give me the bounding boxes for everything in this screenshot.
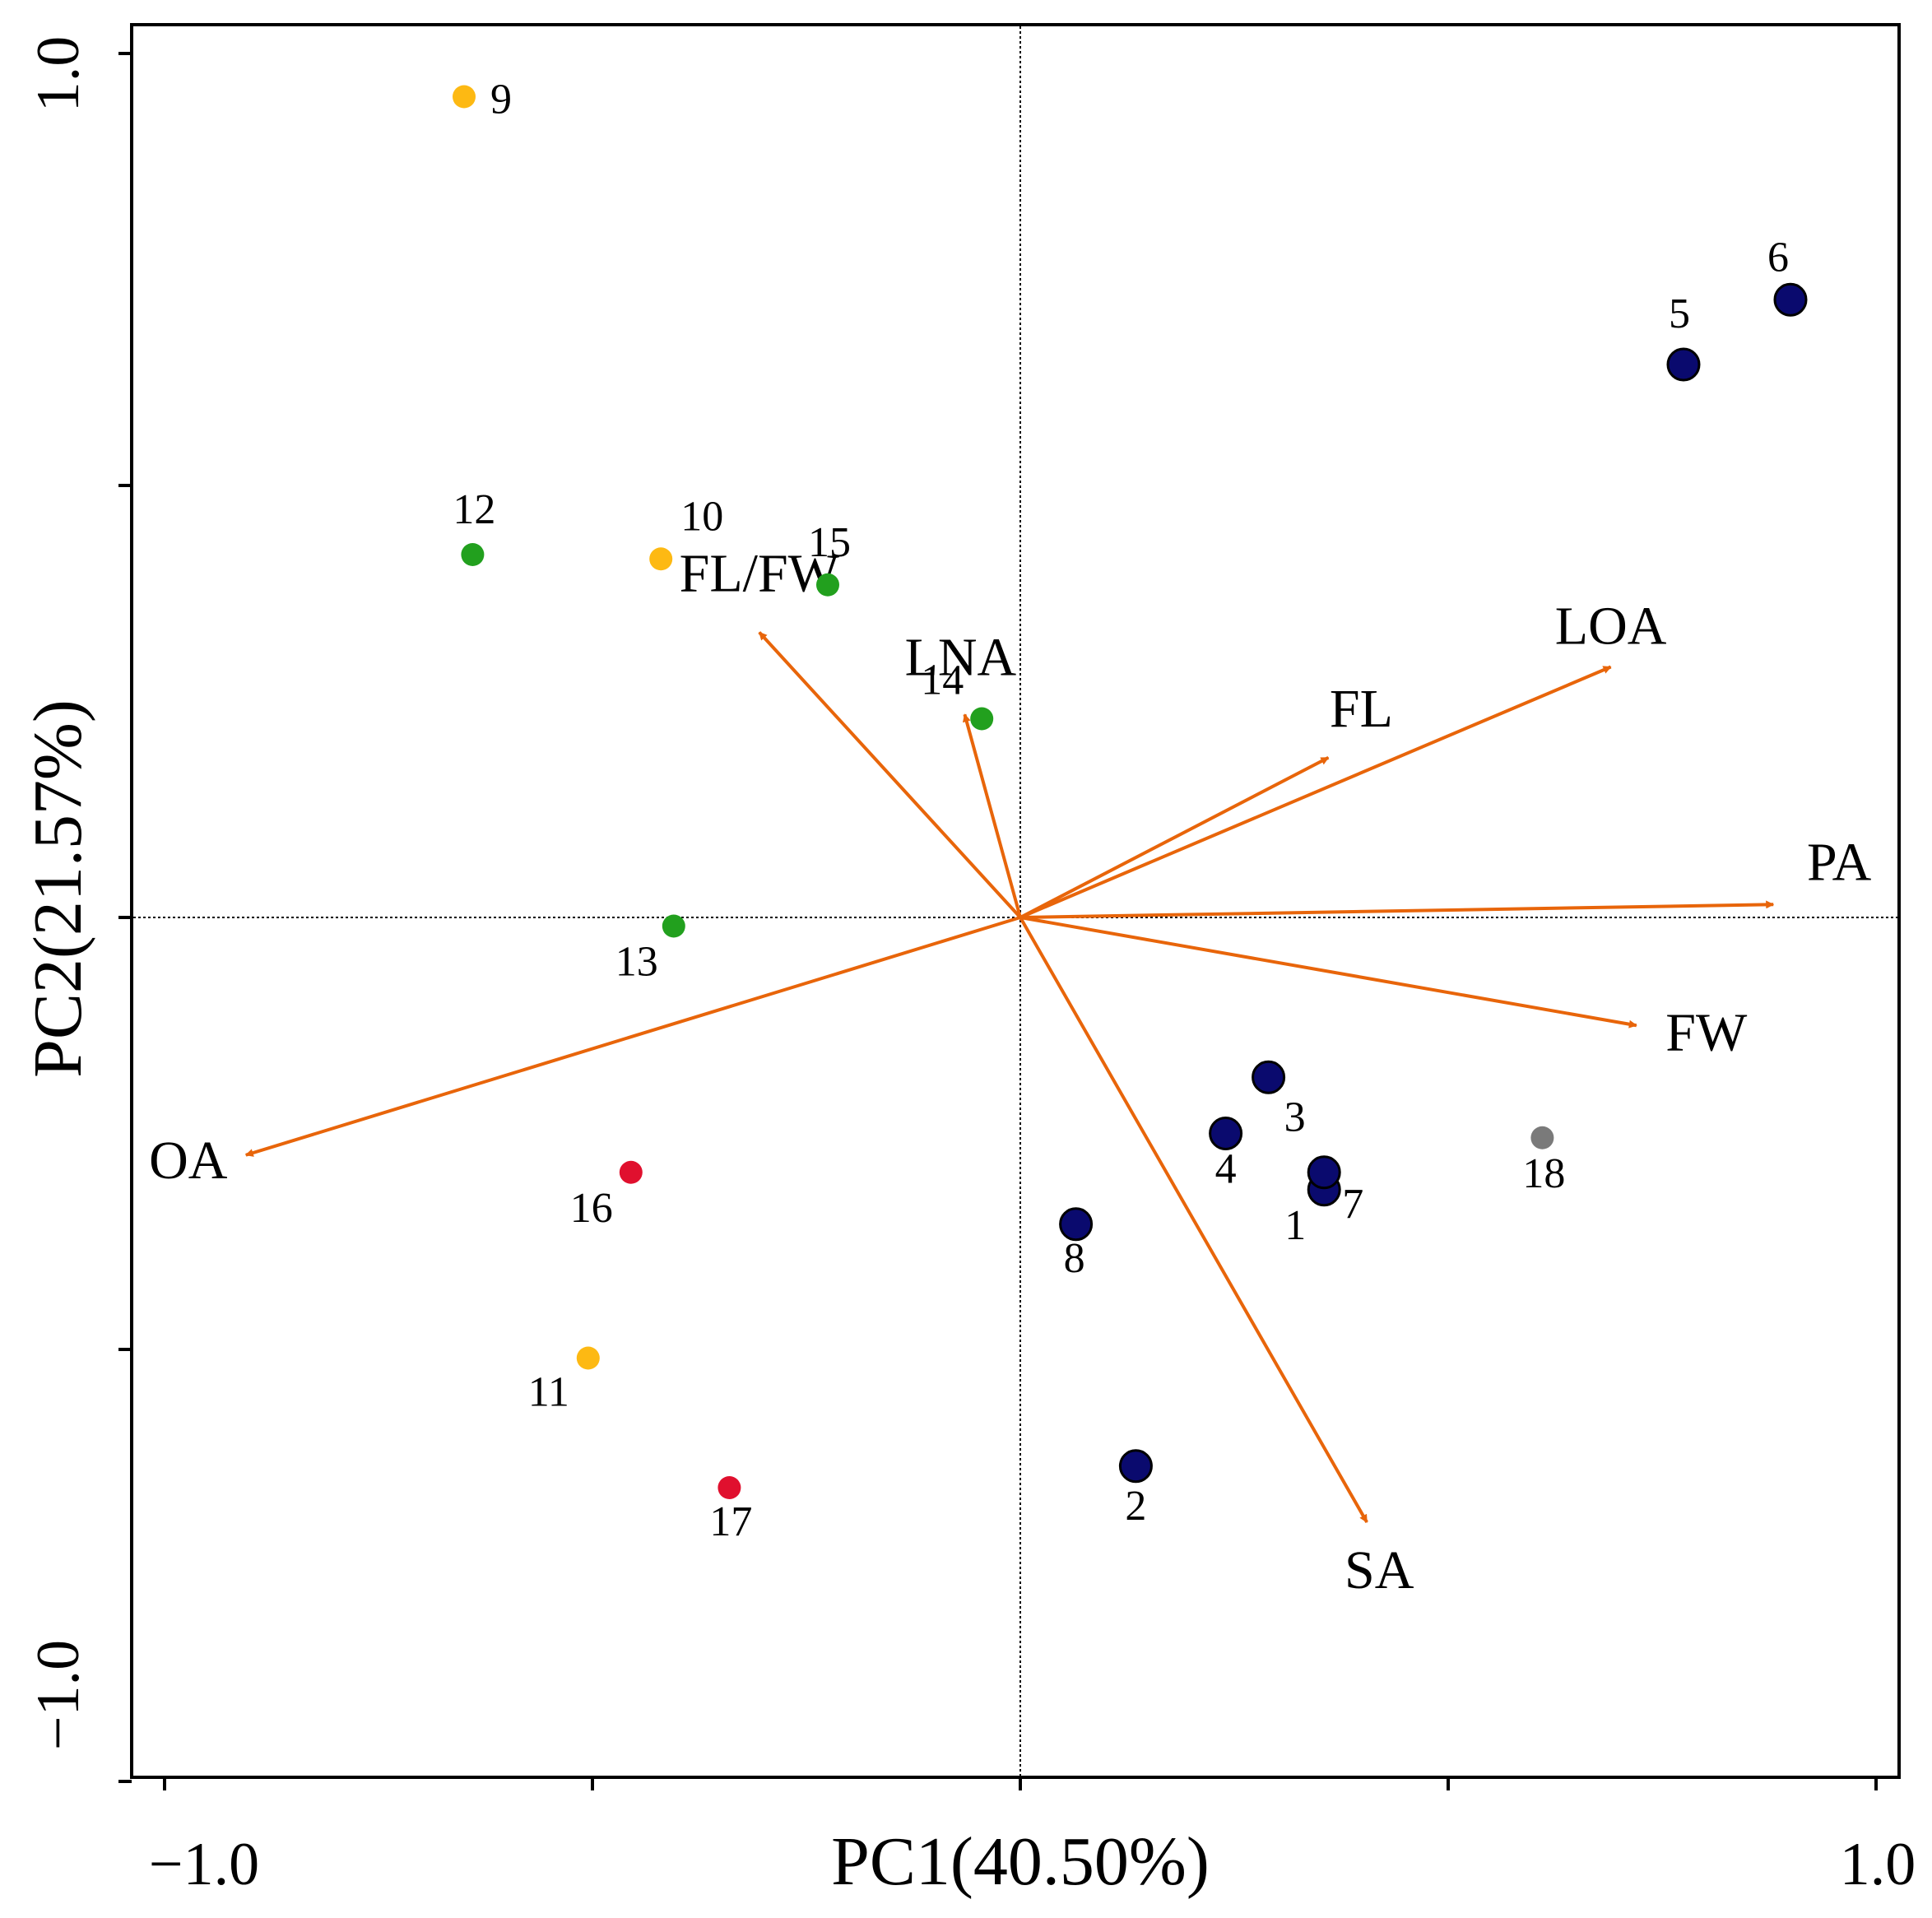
data-point: [718, 1476, 741, 1499]
point-label: 13: [615, 939, 658, 986]
y-axis-label: PC2(21.57%): [20, 699, 96, 1078]
loading-arrows: FL/FW LNA FL LOA PA FW SA OA: [149, 544, 1872, 1601]
point-label: 2: [1125, 1483, 1146, 1530]
loading-label: OA: [149, 1131, 228, 1191]
loading-label: SA: [1345, 1540, 1414, 1600]
point-label: 9: [490, 77, 512, 123]
data-point: [453, 85, 476, 109]
point-label: 8: [1064, 1235, 1085, 1282]
loading-arrow: [962, 713, 1022, 918]
loading-label: LNA: [905, 627, 1017, 687]
loading-arrow: [244, 916, 1021, 1157]
y-tick-label-max: 1.0: [25, 36, 92, 113]
data-point: [1252, 1060, 1286, 1094]
loading-label: LOA: [1555, 597, 1667, 657]
data-point: [1773, 282, 1808, 317]
loading-arrow: [758, 631, 1022, 919]
data-point: [970, 707, 994, 731]
point-label: 3: [1284, 1094, 1306, 1140]
point-label: 6: [1767, 234, 1789, 281]
loading-arrow: [1019, 917, 1368, 1523]
data-point: [816, 573, 839, 597]
loading-label: PA: [1807, 832, 1872, 892]
point-label: 17: [709, 1498, 752, 1545]
point-label: 5: [1669, 290, 1690, 337]
point-label: 4: [1215, 1146, 1237, 1193]
y-tick-label-min: −1.0: [25, 1640, 92, 1750]
data-point: [1666, 347, 1701, 382]
loading-arrow: [1019, 755, 1330, 919]
point-label: 18: [1522, 1150, 1565, 1197]
point-label: 15: [808, 519, 851, 566]
point-label: 7: [1342, 1181, 1363, 1228]
data-point: [576, 1346, 600, 1370]
data-point: [649, 547, 673, 571]
reference-lines: [133, 26, 1897, 1776]
data-point: [1059, 1207, 1094, 1242]
loading-arrow: [1019, 665, 1612, 919]
point-label: 16: [570, 1185, 613, 1232]
point-label: 12: [453, 486, 495, 533]
point-label: 10: [680, 493, 723, 540]
data-point: [1118, 1449, 1153, 1484]
data-point: [662, 914, 685, 938]
x-tick-label-min: −1.0: [149, 1831, 259, 1898]
data-point: [1530, 1126, 1554, 1149]
loading-label: FL/FW: [680, 544, 840, 604]
axis-ticks: [118, 52, 1878, 1790]
plot-frame: [130, 23, 1901, 1779]
point-label: 14: [921, 657, 964, 704]
loading-arrow: [1019, 916, 1637, 1029]
data-point: [1307, 1155, 1341, 1190]
loading-label: FW: [1665, 1002, 1748, 1062]
data-point: [461, 543, 485, 566]
point-label: 11: [528, 1369, 569, 1416]
x-axis-label: PC1(40.50%): [831, 1823, 1210, 1900]
point-label: 1: [1284, 1202, 1306, 1249]
loading-label: FL: [1330, 679, 1393, 739]
loading-arrow: [1019, 900, 1775, 919]
data-point: [619, 1160, 643, 1184]
data-point: [1209, 1117, 1243, 1150]
x-tick-label-max: 1.0: [1840, 1831, 1916, 1898]
